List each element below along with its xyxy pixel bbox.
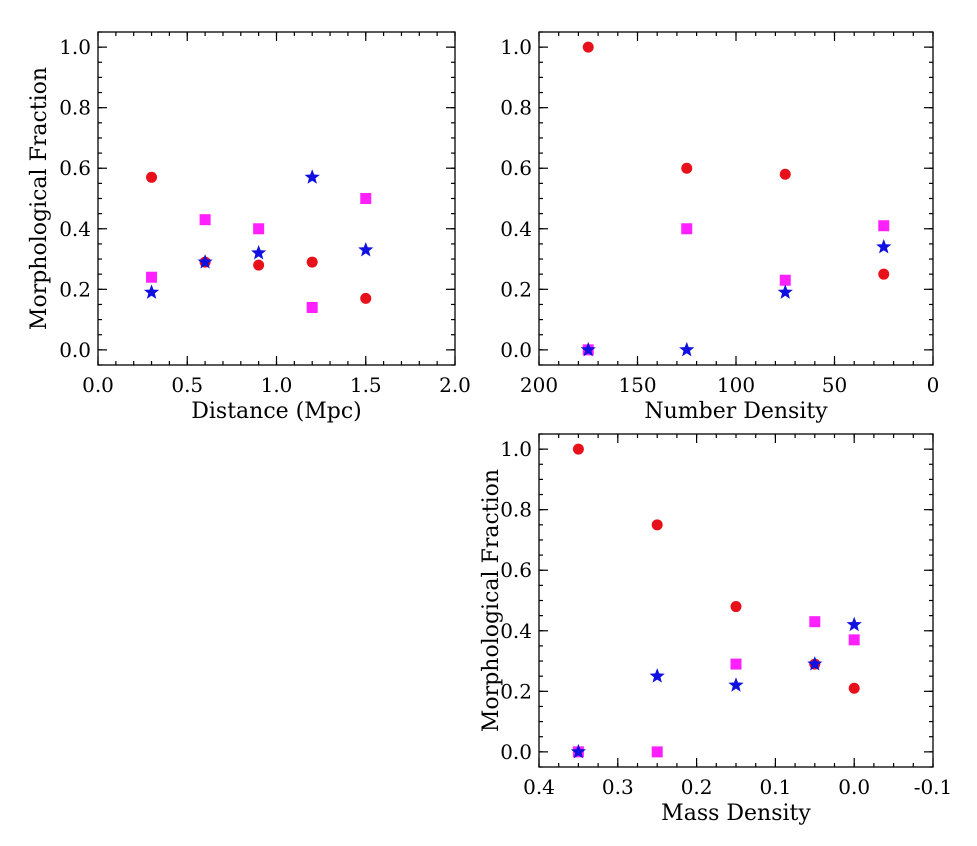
data-point-star	[358, 241, 374, 257]
data-point-square	[779, 274, 791, 286]
y-tick-label: 0.2	[500, 679, 532, 703]
data-point-star	[728, 677, 744, 692]
x-axis-label: Mass Density	[661, 801, 811, 826]
y-tick-label: 0.0	[500, 338, 532, 362]
y-tick-label: 0.2	[59, 277, 91, 301]
y-tick-label: 0.4	[59, 217, 91, 241]
chart-panel-mass-density: 0.4 0.3 0.2 0.1 0.0 -0.1 0.0 0.2 0.4 0.6 0.8 1.0 Mas…	[479, 433, 953, 826]
y-tick-label: 1.0	[500, 35, 532, 59]
plot-frame	[97, 31, 456, 366]
data-point-circle	[848, 682, 860, 694]
y-axis-label: Morphological Fraction	[479, 469, 504, 732]
data-point-square	[146, 271, 158, 283]
y-tick-label: 0.2	[500, 277, 532, 301]
data-point-square	[306, 301, 318, 313]
y-tick-label: 1.0	[500, 437, 532, 461]
y-tick-label: 0.8	[500, 498, 532, 522]
x-axis-label: Distance (Mpc)	[191, 399, 362, 424]
x-tick-label: 1.5	[350, 373, 382, 397]
data-point-star	[197, 254, 213, 269]
x-tick-label: 50	[822, 373, 847, 397]
data-point-square	[651, 746, 663, 758]
y-tick-label: 0.0	[59, 338, 91, 362]
data-point-circle	[779, 168, 791, 180]
data-point-square	[253, 223, 265, 235]
data-point-star	[304, 169, 320, 184]
data-point-square	[730, 658, 742, 670]
data-point-star	[807, 656, 823, 671]
data-point-circle	[878, 268, 890, 280]
x-tick-label: 0.5	[171, 373, 203, 397]
data-point-circle	[146, 171, 158, 183]
data-point-star	[649, 668, 665, 683]
data-point-star	[846, 616, 862, 632]
x-tick-label: 0.0	[82, 373, 114, 397]
data-point-square	[809, 616, 821, 628]
x-tick-label: 0.2	[681, 775, 713, 799]
data-point-star	[570, 743, 587, 759]
data-point-star	[876, 238, 892, 254]
data-point-square	[360, 193, 372, 204]
data-point-square	[199, 214, 211, 226]
y-tick-label: 0.8	[500, 96, 532, 120]
x-tick-label: 150	[618, 373, 656, 397]
data-point-circle	[572, 443, 584, 455]
plot-frame	[538, 433, 934, 768]
data-point-circle	[651, 519, 663, 531]
y-tick-label: 1.0	[59, 35, 91, 59]
data-point-square	[848, 634, 860, 646]
x-tick-label: 100	[717, 373, 755, 397]
y-tick-label: 0.4	[500, 217, 532, 241]
x-tick-label: 0.3	[602, 775, 634, 799]
x-tick-label: 0.4	[523, 775, 555, 799]
data-point-square	[878, 220, 890, 232]
chart-panel-number-density: 200 150 100 50 0 0.0 0.2 0.4 0.6 0.8 1.0 Number Den…	[500, 31, 940, 424]
x-tick-label: 1.0	[261, 373, 293, 397]
y-tick-label: 0.8	[59, 96, 91, 120]
data-point-star	[580, 341, 596, 357]
x-tick-label: 200	[520, 373, 558, 397]
data-point-star	[143, 284, 160, 299]
chart-panel-distance: 0.0 0.5 1.0 1.5 2.00.00.20.40.60.81.0Distanc…	[27, 31, 471, 424]
x-axis-label: Number Density	[644, 399, 828, 424]
y-axis-label: Morphological Fraction	[27, 67, 52, 330]
data-point-circle	[730, 601, 742, 613]
plot-frame	[538, 31, 934, 366]
x-tick-label: 0.0	[838, 775, 870, 799]
data-point-circle	[360, 292, 372, 304]
x-tick-label: 0.1	[759, 775, 791, 799]
x-tick-label: 0	[927, 373, 940, 397]
x-tick-label: 2.0	[439, 373, 471, 397]
y-tick-label: 0.6	[500, 558, 532, 582]
data-point-circle	[681, 162, 693, 174]
data-point-square	[681, 223, 693, 235]
y-tick-label: 0.4	[500, 619, 532, 643]
data-point-circle	[306, 256, 318, 268]
y-tick-label: 0.6	[500, 156, 532, 180]
y-tick-label: 0.0	[500, 740, 532, 764]
data-point-star	[251, 244, 267, 260]
data-point-star	[679, 341, 695, 357]
x-tick-label: -0.1	[914, 775, 953, 799]
data-point-star	[777, 284, 793, 299]
data-point-circle	[253, 259, 265, 271]
y-tick-label: 0.6	[59, 156, 91, 180]
data-point-circle	[582, 41, 594, 53]
